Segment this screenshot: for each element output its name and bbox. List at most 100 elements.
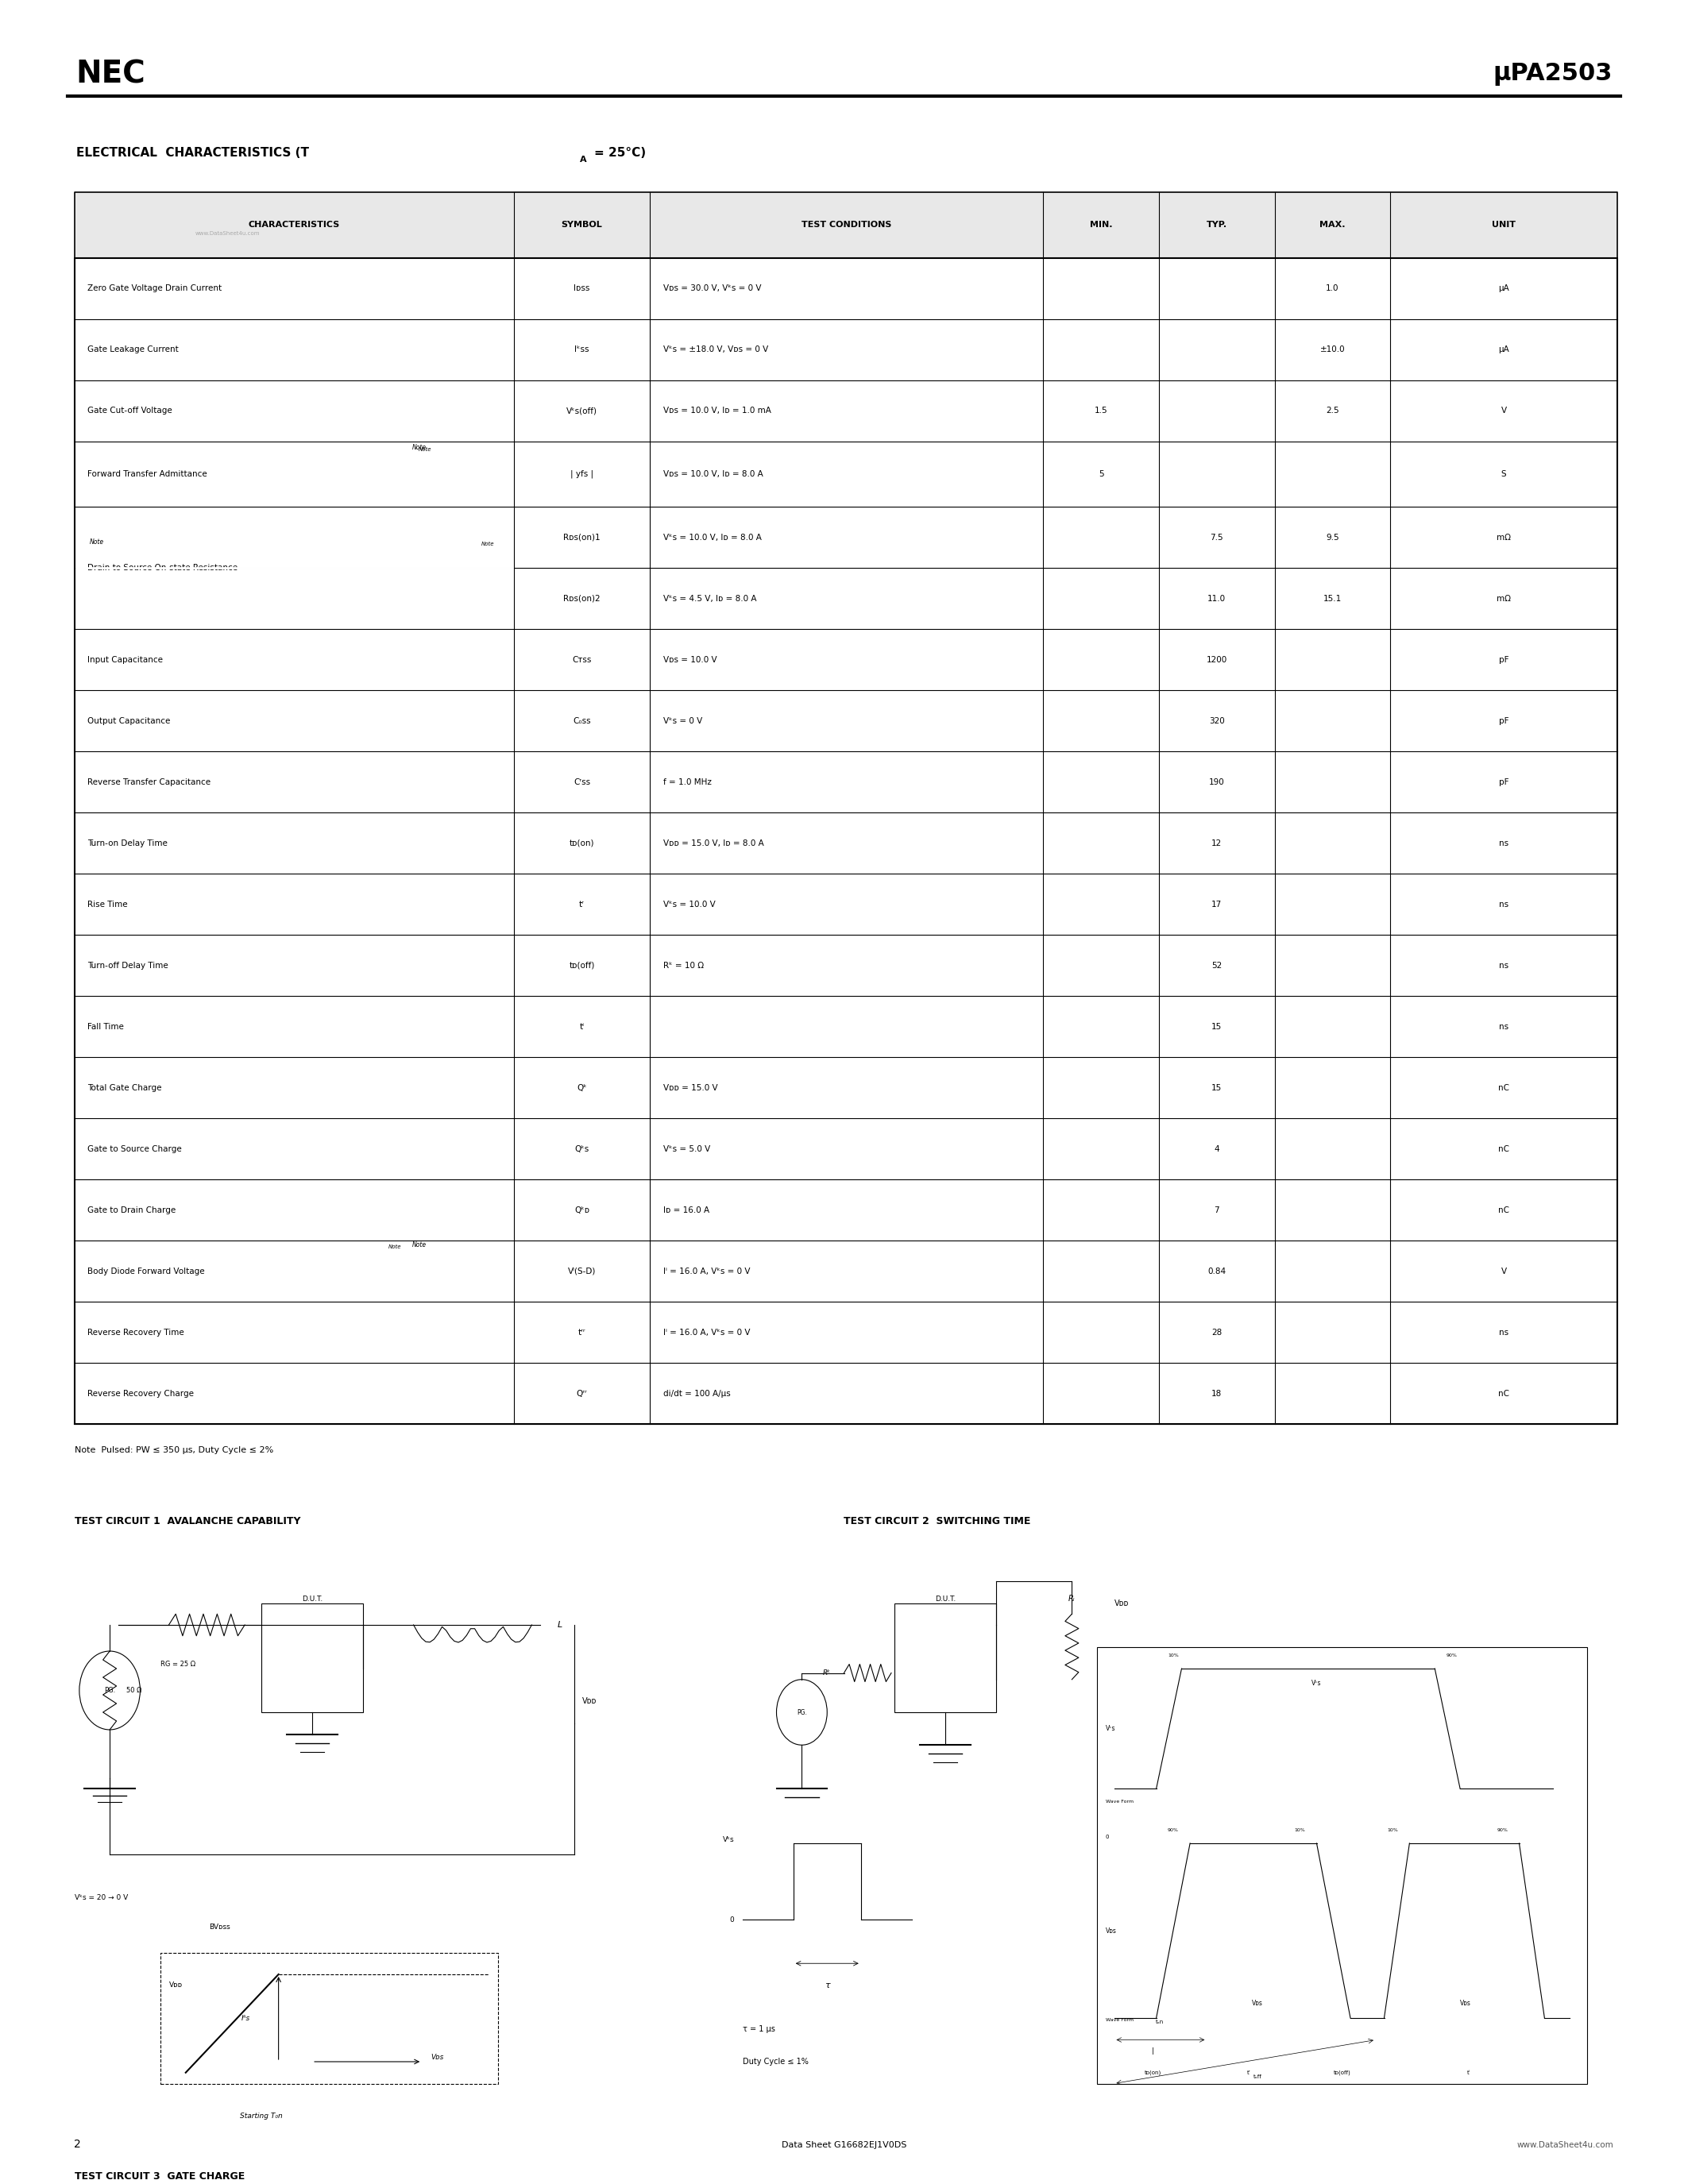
Text: mΩ: mΩ — [1497, 533, 1511, 542]
Circle shape — [776, 1679, 827, 1745]
Text: Iᴬs: Iᴬs — [241, 2014, 250, 2022]
Bar — [1097, 1647, 1587, 2084]
Text: Reverse Recovery Time: Reverse Recovery Time — [88, 1328, 184, 1337]
Text: Gate to Drain Charge: Gate to Drain Charge — [88, 1206, 176, 1214]
Text: 0: 0 — [1106, 1835, 1109, 1839]
Text: 1200: 1200 — [1207, 655, 1227, 664]
Circle shape — [79, 1651, 140, 1730]
Text: di/dt = 100 A/μs: di/dt = 100 A/μs — [663, 1389, 731, 1398]
Text: Note: Note — [481, 542, 495, 546]
Text: MIN.: MIN. — [1090, 221, 1112, 229]
Text: TEST CIRCUIT 2  SWITCHING TIME: TEST CIRCUIT 2 SWITCHING TIME — [844, 1516, 1031, 1527]
Text: Turn-on Delay Time: Turn-on Delay Time — [88, 839, 167, 847]
Bar — [74, 192, 1617, 258]
Text: 90%: 90% — [1168, 1828, 1178, 1832]
Text: tʳ: tʳ — [579, 900, 584, 909]
Text: Note: Note — [412, 443, 427, 452]
Text: 52: 52 — [1212, 961, 1222, 970]
Text: tⁱ: tⁱ — [1467, 2070, 1470, 2075]
Text: D.U.T.: D.U.T. — [302, 1594, 322, 1603]
Text: Total Gate Charge: Total Gate Charge — [88, 1083, 162, 1092]
Text: tⁱ: tⁱ — [579, 1022, 584, 1031]
Text: TEST CIRCUIT 1  AVALANCHE CAPABILITY: TEST CIRCUIT 1 AVALANCHE CAPABILITY — [74, 1516, 300, 1527]
Text: 17: 17 — [1212, 900, 1222, 909]
Text: Drain to Source On-state Resistance: Drain to Source On-state Resistance — [88, 563, 238, 572]
Text: | yfs |: | yfs | — [571, 470, 594, 478]
Text: Vᵏs = 10.0 V, Iᴅ = 8.0 A: Vᵏs = 10.0 V, Iᴅ = 8.0 A — [663, 533, 761, 542]
Text: 1.0: 1.0 — [1325, 284, 1339, 293]
Text: 90%: 90% — [1497, 1828, 1507, 1832]
Text: D.U.T.: D.U.T. — [935, 1594, 955, 1603]
Text: tₒff: tₒff — [1252, 2075, 1263, 2079]
Text: 18: 18 — [1212, 1389, 1222, 1398]
Text: tᴅ(off): tᴅ(off) — [1334, 2070, 1350, 2075]
Text: tᴅ(on): tᴅ(on) — [569, 839, 594, 847]
Text: Vᴅᴅ = 15.0 V: Vᴅᴅ = 15.0 V — [663, 1083, 717, 1092]
Text: ns: ns — [1499, 961, 1509, 970]
Text: L: L — [557, 1621, 562, 1629]
Text: 15: 15 — [1212, 1083, 1222, 1092]
Text: Note  Pulsed: PW ≤ 350 μs, Duty Cycle ≤ 2%: Note Pulsed: PW ≤ 350 μs, Duty Cycle ≤ 2… — [74, 1446, 273, 1455]
Text: Vⁱ(S-D): Vⁱ(S-D) — [567, 1267, 596, 1275]
Bar — [895, 1603, 996, 1712]
Text: Iⁱ = 16.0 A, Vᵏs = 0 V: Iⁱ = 16.0 A, Vᵏs = 0 V — [663, 1328, 749, 1337]
Text: Body Diode Forward Voltage: Body Diode Forward Voltage — [88, 1267, 204, 1275]
Text: www.DataSheet4u.com: www.DataSheet4u.com — [1518, 2140, 1614, 2149]
Text: Iⁱ = 16.0 A, Vᵏs = 0 V: Iⁱ = 16.0 A, Vᵏs = 0 V — [663, 1267, 749, 1275]
Text: Vᴅs: Vᴅs — [1106, 1926, 1117, 1935]
Text: 10%: 10% — [1388, 1828, 1398, 1832]
Text: Wave Form: Wave Form — [1106, 1800, 1134, 1804]
Text: Vᵏs: Vᵏs — [1106, 1725, 1116, 1732]
Text: 7.5: 7.5 — [1210, 533, 1224, 542]
Text: Gate Cut-off Voltage: Gate Cut-off Voltage — [88, 406, 172, 415]
Text: Wave Form: Wave Form — [1106, 2018, 1134, 2022]
Text: Vᴅs = 30.0 V, Vᵏs = 0 V: Vᴅs = 30.0 V, Vᵏs = 0 V — [663, 284, 761, 293]
Text: SYMBOL: SYMBOL — [562, 221, 603, 229]
Text: Rₗ: Rₗ — [1069, 1594, 1075, 1603]
Text: Vᵏs(off): Vᵏs(off) — [567, 406, 598, 415]
Text: Rᵏ = 10 Ω: Rᵏ = 10 Ω — [663, 961, 704, 970]
Text: 0: 0 — [729, 1915, 734, 1924]
Text: Gate to Source Charge: Gate to Source Charge — [88, 1144, 182, 1153]
Text: 12: 12 — [1212, 839, 1222, 847]
Text: A: A — [581, 155, 587, 164]
Text: Fall Time: Fall Time — [88, 1022, 125, 1031]
Text: Vᴅs = 10.0 V: Vᴅs = 10.0 V — [663, 655, 717, 664]
Text: PG.: PG. — [797, 1708, 807, 1717]
Text: nC: nC — [1499, 1083, 1509, 1092]
Text: Forward Transfer Admittance: Forward Transfer Admittance — [88, 470, 208, 478]
Text: ±10.0: ±10.0 — [1320, 345, 1345, 354]
Text: CHARACTERISTICS: CHARACTERISTICS — [248, 221, 339, 229]
Text: Note: Note — [388, 1245, 402, 1249]
Text: μA: μA — [1499, 345, 1509, 354]
Text: Rᴅs(on)1: Rᴅs(on)1 — [564, 533, 601, 542]
Text: ELECTRICAL  CHARACTERISTICS (T: ELECTRICAL CHARACTERISTICS (T — [76, 146, 309, 159]
Text: Cʳss: Cʳss — [574, 778, 591, 786]
Text: Note: Note — [89, 537, 105, 546]
Text: Vᵏs = ±18.0 V, Vᴅs = 0 V: Vᵏs = ±18.0 V, Vᴅs = 0 V — [663, 345, 768, 354]
Text: 9.5: 9.5 — [1325, 533, 1339, 542]
Text: nC: nC — [1499, 1389, 1509, 1398]
Text: Qᵏs: Qᵏs — [574, 1144, 589, 1153]
Text: Data Sheet G16682EJ1V0DS: Data Sheet G16682EJ1V0DS — [782, 2140, 906, 2149]
Text: Output Capacitance: Output Capacitance — [88, 716, 170, 725]
Text: μA: μA — [1499, 284, 1509, 293]
Text: |: | — [1151, 2046, 1155, 2055]
Text: = 25°C): = 25°C) — [594, 146, 647, 159]
Text: nC: nC — [1499, 1144, 1509, 1153]
Text: ns: ns — [1499, 839, 1509, 847]
Text: S: S — [1501, 470, 1506, 478]
Text: mΩ: mΩ — [1497, 594, 1511, 603]
Text: tʳ: tʳ — [1247, 2070, 1251, 2075]
Text: 50 Ω: 50 Ω — [127, 1686, 142, 1695]
Text: V: V — [1501, 406, 1506, 415]
Text: nC: nC — [1499, 1206, 1509, 1214]
Text: 0.84: 0.84 — [1207, 1267, 1225, 1275]
Text: 15.1: 15.1 — [1323, 594, 1342, 603]
Text: 4: 4 — [1214, 1144, 1219, 1153]
Text: Gate Leakage Current: Gate Leakage Current — [88, 345, 179, 354]
Text: Zero Gate Voltage Drain Current: Zero Gate Voltage Drain Current — [88, 284, 223, 293]
Text: Turn-off Delay Time: Turn-off Delay Time — [88, 961, 169, 970]
Text: Iᴅss: Iᴅss — [574, 284, 591, 293]
Text: Vᵏs = 5.0 V: Vᵏs = 5.0 V — [663, 1144, 711, 1153]
